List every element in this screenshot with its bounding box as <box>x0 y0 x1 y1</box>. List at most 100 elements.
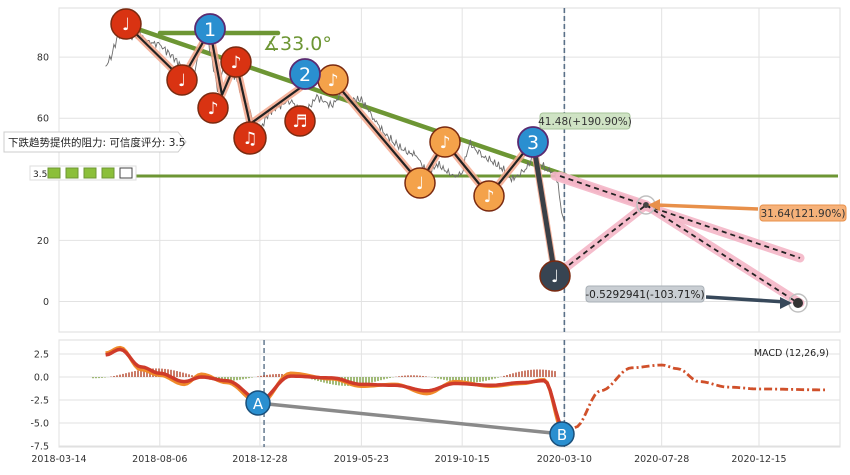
rating-star-icon <box>84 168 96 178</box>
music-note-icon: ♬ <box>292 112 307 132</box>
macd-bar <box>485 377 487 381</box>
annotation-target: 31.64(121.90%) <box>760 205 846 221</box>
annotation-low: -0.5292941(-103.71%) <box>585 286 704 302</box>
macd-bar <box>374 377 376 382</box>
macd-bar <box>509 374 511 377</box>
x-tick-label: 2020-12-15 <box>731 454 786 465</box>
macd-y-tick-label: 0.0 <box>34 373 49 384</box>
music-note-icon: ♫ <box>242 129 257 149</box>
macd-y-tick-label: 2.5 <box>34 350 49 361</box>
macd-bar <box>440 377 442 379</box>
macd-bar <box>482 377 484 381</box>
macd-bar <box>533 370 535 377</box>
macd-bar <box>191 375 193 377</box>
macd-bar <box>515 373 517 377</box>
macd-y-tick-label: -7.5 <box>30 442 49 453</box>
music-marker: ♩ <box>540 261 570 291</box>
macd-bar <box>551 371 553 377</box>
music-note-icon: ♩ <box>551 267 559 287</box>
music-marker: ♪ <box>474 181 504 211</box>
wave-label: 3 <box>527 132 539 154</box>
macd-bar <box>98 377 100 378</box>
macd-bar <box>548 370 550 377</box>
macd-bar <box>272 374 274 377</box>
annotation-peak-text: 41.48(+190.90%) <box>538 116 632 128</box>
x-tick-label: 2018-12-28 <box>232 454 287 465</box>
macd-bar <box>491 377 493 379</box>
trendline-angle-label: ∡33.0° <box>263 33 332 55</box>
macd-bar <box>554 371 556 377</box>
macd-panel <box>59 340 840 447</box>
macd-bar <box>275 374 277 377</box>
macd-bar <box>437 377 439 379</box>
macd-bar <box>95 377 97 378</box>
music-marker: ♬ <box>285 106 315 136</box>
macd-bar <box>518 372 520 377</box>
wave-label: 2 <box>299 64 311 86</box>
price-y-tick-label: 60 <box>37 114 49 125</box>
rating-star-icon <box>66 168 78 178</box>
price-y-tick-label: 0 <box>43 297 49 308</box>
rating-star-empty-icon <box>120 168 132 178</box>
macd-legend-label: MACD (12,26,9) <box>754 348 829 359</box>
macd-bar <box>542 370 544 377</box>
macd-bar <box>236 377 238 380</box>
macd-bar <box>269 375 271 377</box>
macd-bar <box>446 377 448 380</box>
macd-bar <box>416 375 418 377</box>
macd-bar <box>368 377 370 383</box>
macd-bar <box>134 371 136 377</box>
x-tick-label: 2019-10-15 <box>435 454 490 465</box>
macd-bar <box>422 376 424 377</box>
wave-label: 1 <box>204 19 216 41</box>
music-note-icon: ♪ <box>328 71 339 91</box>
rating-star-icon <box>48 168 60 178</box>
macd-bar <box>389 377 391 378</box>
macd-bar <box>521 371 523 377</box>
macd-bar <box>185 373 187 377</box>
macd-bar <box>377 377 379 381</box>
wave-marker: 2 <box>290 59 320 89</box>
macd-bar <box>413 375 415 377</box>
rating-value: 3.5 <box>33 170 47 180</box>
macd-bar <box>545 370 547 377</box>
macd-bar <box>401 376 403 377</box>
divergence-label: A <box>253 395 264 413</box>
music-note-icon: ♪ <box>208 99 219 119</box>
macd-bar <box>278 374 280 377</box>
macd-bar <box>128 372 130 377</box>
rating-row: 3.5 <box>30 166 136 180</box>
macd-bar <box>503 376 505 377</box>
macd-bar <box>131 372 133 377</box>
macd-bar <box>539 370 541 377</box>
macd-bar <box>380 377 382 380</box>
wave-marker: 3 <box>518 127 548 157</box>
macd-bar <box>188 374 190 377</box>
macd-bar <box>410 375 412 377</box>
macd-bar <box>101 377 103 378</box>
macd-bar <box>104 377 106 378</box>
music-note-icon: ♪ <box>484 187 495 207</box>
macd-bar <box>248 377 250 378</box>
price-y-tick-label: 80 <box>37 53 49 64</box>
x-tick-label: 2018-08-06 <box>132 454 187 465</box>
macd-bar <box>122 374 124 377</box>
macd-bar <box>245 377 247 379</box>
divergence-marker: A <box>246 391 270 415</box>
x-tick-label: 2019-05-23 <box>334 454 389 465</box>
resistance-callout: 下跌趋势提供的阻力: 可信度评分: 3.5 <box>4 132 186 152</box>
macd-bar <box>371 377 373 382</box>
macd-bar <box>386 377 388 379</box>
divergence-marker: B <box>550 422 574 446</box>
macd-bar <box>113 376 115 377</box>
music-marker: ♩ <box>111 9 141 39</box>
macd-bar <box>419 376 421 377</box>
macd-bar <box>239 377 241 380</box>
macd-bar <box>242 377 244 379</box>
music-marker: ♪ <box>221 47 251 77</box>
music-note-icon: ♩ <box>178 71 186 91</box>
macd-bar <box>524 371 526 377</box>
resistance-text: 下跌趋势提供的阻力: 可信度评分: 3.5 <box>8 136 185 149</box>
